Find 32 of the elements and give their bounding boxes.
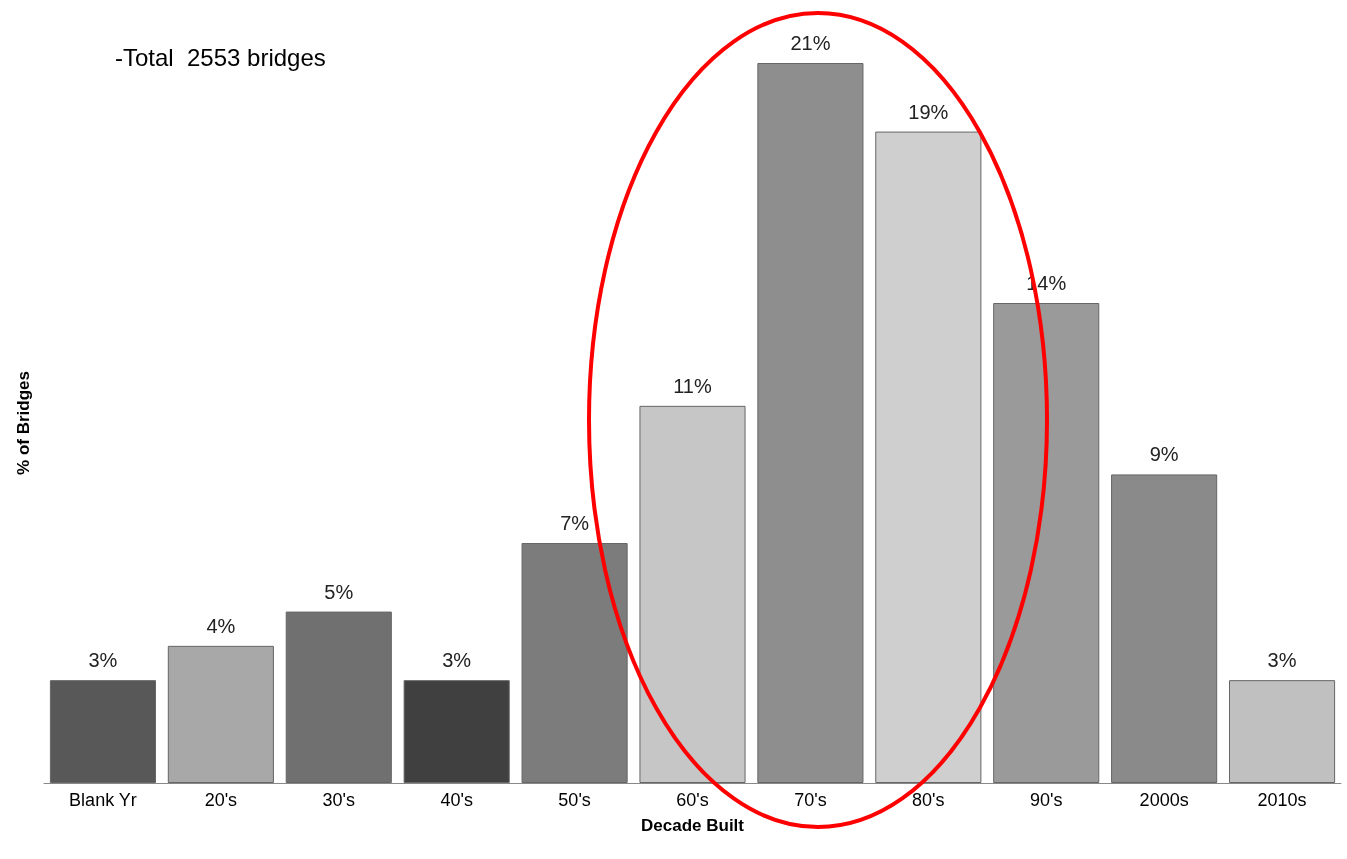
x-tick-label: 2000s <box>1139 790 1189 810</box>
annotation: -Total 2553 bridges <box>115 43 326 71</box>
data-label: 7% <box>560 512 590 534</box>
x-tick-label: 2010s <box>1257 790 1307 810</box>
x-tick-label: 80's <box>912 790 945 810</box>
bar <box>167 645 274 783</box>
bar <box>403 680 510 783</box>
data-label: 21% <box>790 32 831 54</box>
bar <box>993 303 1100 783</box>
data-label: 5% <box>324 580 354 603</box>
x-tick-label: 70's <box>794 790 827 810</box>
y-axis-title: % of Bridges <box>14 371 33 475</box>
x-tick-label: 40's <box>440 790 473 810</box>
bar <box>285 611 392 783</box>
data-label: 9% <box>1149 443 1179 466</box>
x-axis-title: Decade Built <box>641 816 745 835</box>
x-tick-label: 20's <box>204 790 238 810</box>
bar <box>49 680 157 783</box>
bar <box>875 131 982 783</box>
bar <box>1228 680 1336 783</box>
data-label: 3% <box>1267 649 1297 672</box>
data-label: 19% <box>908 100 949 123</box>
data-label: 4% <box>206 614 236 637</box>
data-label: 3% <box>88 649 118 672</box>
bar <box>639 405 746 783</box>
x-tick-label: 50's <box>558 790 591 810</box>
x-tick-label: 30's <box>322 790 356 810</box>
x-tick-label: 90's <box>1029 790 1063 810</box>
x-tick-label: 60's <box>676 790 709 810</box>
x-tick-label: Blank Yr <box>69 790 137 810</box>
data-label: 11% <box>673 374 712 397</box>
data-label: 3% <box>442 649 472 672</box>
